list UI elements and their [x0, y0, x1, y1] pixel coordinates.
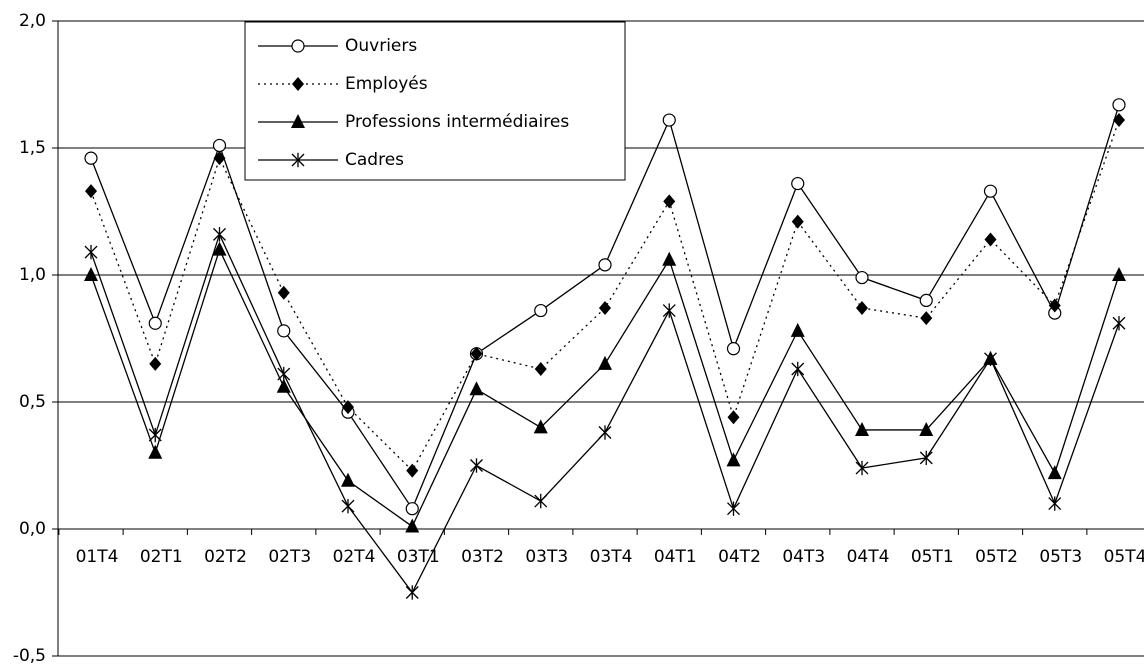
point — [84, 244, 98, 260]
point — [662, 303, 676, 318]
point — [470, 346, 483, 361]
point — [791, 176, 805, 191]
point — [919, 293, 933, 307]
point — [534, 303, 548, 318]
x-tick-label: 05T1 — [911, 547, 954, 567]
point — [919, 450, 933, 466]
x-tick-label: 02T3 — [268, 547, 311, 567]
point — [276, 378, 291, 393]
x-tick-label: 05T3 — [1039, 547, 1082, 567]
point — [727, 501, 740, 516]
point — [469, 381, 484, 396]
x-tick-label: 05T2 — [975, 547, 1018, 567]
x-tick-label: 03T4 — [590, 547, 633, 567]
point — [148, 444, 163, 459]
point — [598, 355, 612, 370]
legend-label: Ouvriers — [345, 36, 417, 56]
point — [984, 351, 997, 367]
series-line — [90, 119, 1120, 472]
point — [1112, 98, 1126, 112]
point — [983, 184, 998, 198]
point — [470, 458, 483, 473]
point — [1112, 316, 1126, 331]
point — [791, 214, 804, 229]
point — [662, 113, 676, 127]
point — [212, 138, 227, 153]
legend-marker — [291, 152, 305, 168]
y-tick-label: 0,5 — [19, 392, 46, 412]
point — [598, 258, 612, 272]
y-tick-label: 1,0 — [19, 265, 46, 285]
point — [148, 427, 162, 443]
y-tick-label: 0,0 — [19, 519, 46, 539]
point — [727, 410, 740, 425]
point — [599, 301, 611, 316]
x-tick-label: 02T1 — [140, 547, 183, 567]
y-tick-label: -0,5 — [13, 646, 46, 666]
point — [663, 194, 676, 209]
point — [856, 301, 868, 316]
point — [790, 322, 805, 337]
point — [84, 267, 98, 281]
point — [84, 151, 98, 165]
legend-label: Employés — [345, 74, 428, 94]
point — [1112, 267, 1126, 281]
point — [919, 421, 934, 436]
point — [791, 361, 805, 377]
point — [855, 460, 869, 476]
legend-box — [244, 21, 626, 181]
point — [405, 585, 419, 600]
point — [213, 227, 226, 242]
point — [984, 232, 997, 247]
series-line — [90, 232, 1120, 594]
x-tick-label: 04T1 — [654, 547, 697, 567]
point — [855, 421, 869, 436]
point — [1113, 113, 1125, 128]
point — [405, 502, 419, 516]
point — [342, 400, 354, 415]
point — [726, 452, 741, 467]
x-tick-label: 02T2 — [204, 547, 247, 567]
x-tick-label: 02T4 — [333, 547, 376, 567]
point — [662, 251, 677, 266]
point — [277, 366, 291, 382]
y-tick-label: 2,0 — [19, 11, 46, 31]
point — [1048, 496, 1062, 511]
x-tick-label: 04T4 — [847, 547, 890, 567]
point — [406, 463, 419, 478]
y-tick-label: 1,5 — [19, 138, 46, 158]
point — [1047, 465, 1062, 480]
point — [277, 324, 291, 338]
point — [534, 493, 548, 509]
x-tick-label: 04T3 — [782, 547, 825, 567]
legend-label: Cadres — [345, 150, 404, 170]
point — [212, 241, 227, 256]
legend-label: Professions intermédiaires — [345, 112, 569, 132]
legend-marker — [291, 114, 305, 128]
point — [920, 311, 933, 326]
point — [85, 184, 97, 199]
point — [341, 472, 355, 487]
point — [598, 425, 612, 440]
legend-marker — [292, 77, 304, 91]
point — [534, 361, 547, 376]
point — [148, 316, 162, 330]
point — [405, 518, 420, 533]
point — [213, 151, 226, 166]
point — [533, 419, 548, 434]
x-tick-label: 03T1 — [397, 547, 440, 567]
point — [726, 342, 741, 356]
point — [1048, 298, 1061, 313]
x-tick-label: 03T2 — [461, 547, 504, 567]
legend-marker — [291, 39, 305, 53]
point — [149, 356, 162, 371]
x-tick-label: 05T4 — [1104, 547, 1144, 567]
x-tick-label: 01T4 — [76, 547, 119, 567]
x-tick-label: 04T2 — [718, 547, 761, 567]
point — [855, 270, 869, 285]
x-tick-label: 03T3 — [525, 547, 568, 567]
point — [341, 498, 355, 514]
point — [277, 285, 290, 300]
